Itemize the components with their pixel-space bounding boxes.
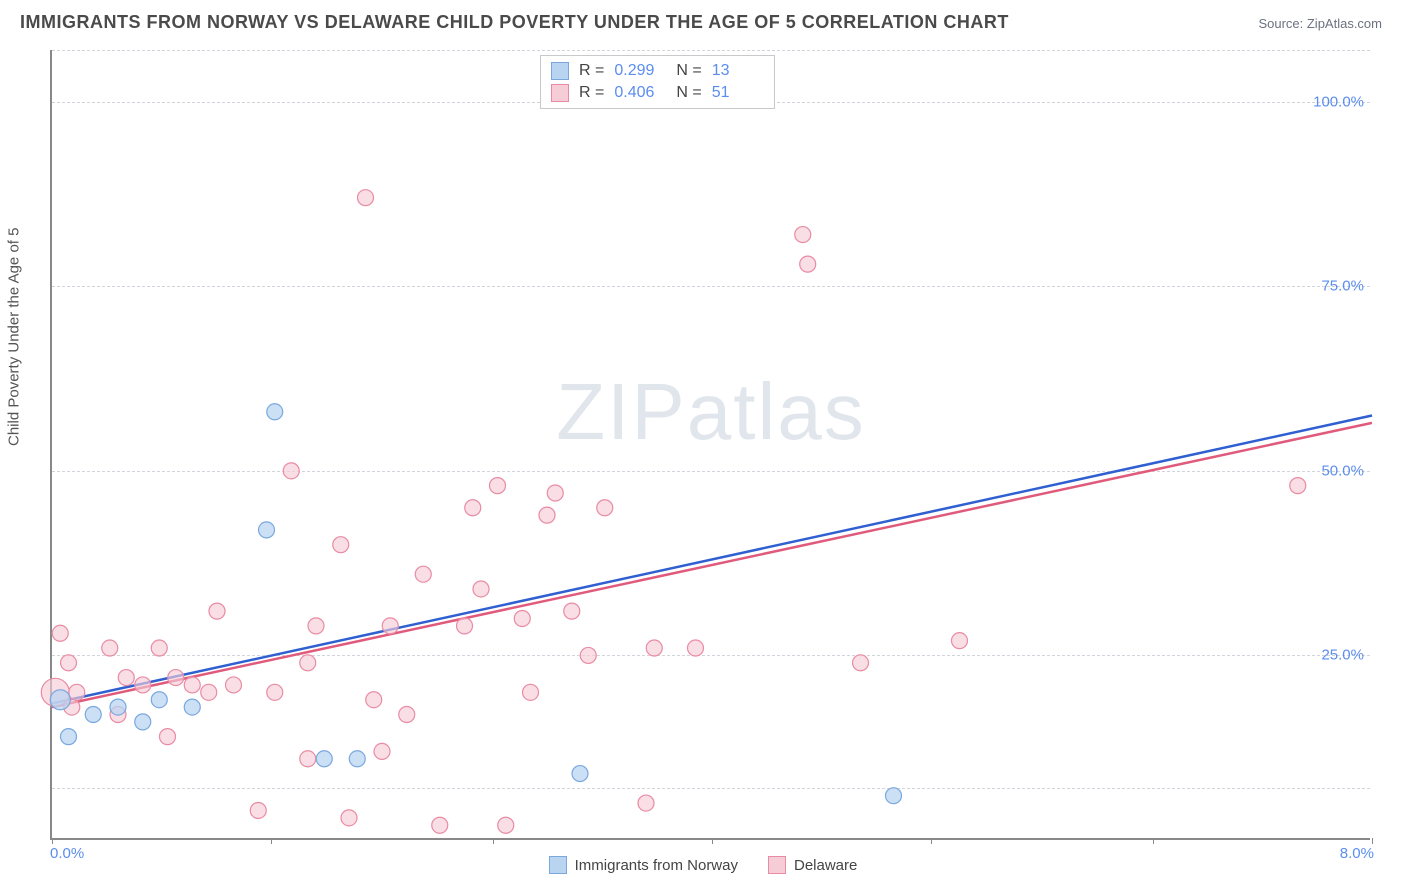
data-point — [135, 677, 151, 693]
regression-line — [52, 415, 1372, 703]
data-point — [201, 684, 217, 700]
data-point — [168, 670, 184, 686]
x-tick-mark — [271, 838, 272, 844]
legend-r-value: 0.299 — [614, 62, 666, 80]
data-point — [564, 603, 580, 619]
legend-series: Immigrants from Norway Delaware — [0, 856, 1406, 874]
data-point — [547, 485, 563, 501]
legend-item-label: Immigrants from Norway — [575, 857, 738, 874]
regression-line — [52, 423, 1372, 707]
data-point — [300, 655, 316, 671]
data-point — [283, 463, 299, 479]
data-point — [523, 684, 539, 700]
data-point — [61, 729, 77, 745]
data-point — [853, 655, 869, 671]
legend-item: Delaware — [768, 856, 857, 874]
scatter-plot-svg — [52, 50, 1370, 838]
legend-row: R = 0.406 N = 51 — [551, 82, 764, 104]
legend-n-value: 13 — [712, 62, 764, 80]
data-point — [800, 256, 816, 272]
data-point — [952, 633, 968, 649]
legend-swatch — [768, 856, 786, 874]
data-point — [490, 478, 506, 494]
data-point — [341, 810, 357, 826]
legend-swatch — [551, 84, 569, 102]
data-point — [209, 603, 225, 619]
legend-correlation: R = 0.299 N = 13 R = 0.406 N = 51 — [540, 55, 775, 109]
legend-row: R = 0.299 N = 13 — [551, 60, 764, 82]
data-point — [184, 677, 200, 693]
legend-item-label: Delaware — [794, 857, 857, 874]
legend-swatch — [549, 856, 567, 874]
x-tick-mark — [1153, 838, 1154, 844]
x-tick-mark — [931, 838, 932, 844]
chart-title: IMMIGRANTS FROM NORWAY VS DELAWARE CHILD… — [20, 12, 1009, 33]
data-point — [514, 611, 530, 627]
x-tick-mark — [493, 838, 494, 844]
data-point — [415, 566, 431, 582]
legend-item: Immigrants from Norway — [549, 856, 738, 874]
data-point — [316, 751, 332, 767]
data-point — [151, 640, 167, 656]
data-point — [473, 581, 489, 597]
y-axis-label: Child Poverty Under the Age of 5 — [6, 228, 23, 446]
data-point — [399, 706, 415, 722]
x-tick-mark — [712, 838, 713, 844]
data-point — [184, 699, 200, 715]
data-point — [498, 817, 514, 833]
data-point — [267, 404, 283, 420]
data-point — [366, 692, 382, 708]
data-point — [333, 537, 349, 553]
data-point — [382, 618, 398, 634]
data-point — [102, 640, 118, 656]
legend-r-label: R = — [579, 84, 604, 102]
data-point — [118, 670, 134, 686]
x-tick-mark — [1372, 838, 1373, 844]
data-point — [61, 655, 77, 671]
data-point — [374, 743, 390, 759]
legend-r-value: 0.406 — [614, 84, 666, 102]
data-point — [795, 227, 811, 243]
data-point — [135, 714, 151, 730]
plot-area: 25.0%50.0%75.0%100.0% 0.0%8.0% ZIPatlas — [50, 50, 1370, 840]
data-point — [597, 500, 613, 516]
data-point — [267, 684, 283, 700]
data-point — [52, 625, 68, 641]
legend-n-label: N = — [676, 62, 701, 80]
x-tick-mark — [52, 838, 53, 844]
legend-swatch — [551, 62, 569, 80]
data-point — [151, 692, 167, 708]
data-point — [69, 684, 85, 700]
data-point — [300, 751, 316, 767]
data-point — [349, 751, 365, 767]
data-point — [110, 699, 126, 715]
legend-n-value: 51 — [712, 84, 764, 102]
chart-container: IMMIGRANTS FROM NORWAY VS DELAWARE CHILD… — [0, 0, 1406, 892]
legend-r-label: R = — [579, 62, 604, 80]
source-label: Source: — [1258, 16, 1306, 31]
data-point — [259, 522, 275, 538]
data-point — [572, 766, 588, 782]
data-point — [580, 647, 596, 663]
data-point — [457, 618, 473, 634]
data-point — [886, 788, 902, 804]
data-point — [160, 729, 176, 745]
data-point — [646, 640, 662, 656]
data-point — [688, 640, 704, 656]
data-point — [308, 618, 324, 634]
data-point — [50, 690, 70, 710]
data-point — [465, 500, 481, 516]
data-point — [638, 795, 654, 811]
data-point — [358, 190, 374, 206]
data-point — [85, 706, 101, 722]
data-point — [250, 802, 266, 818]
data-point — [226, 677, 242, 693]
source-attribution: Source: ZipAtlas.com — [1258, 16, 1382, 31]
data-point — [432, 817, 448, 833]
data-point — [1290, 478, 1306, 494]
legend-n-label: N = — [676, 84, 701, 102]
data-point — [539, 507, 555, 523]
source-link[interactable]: ZipAtlas.com — [1307, 16, 1382, 31]
